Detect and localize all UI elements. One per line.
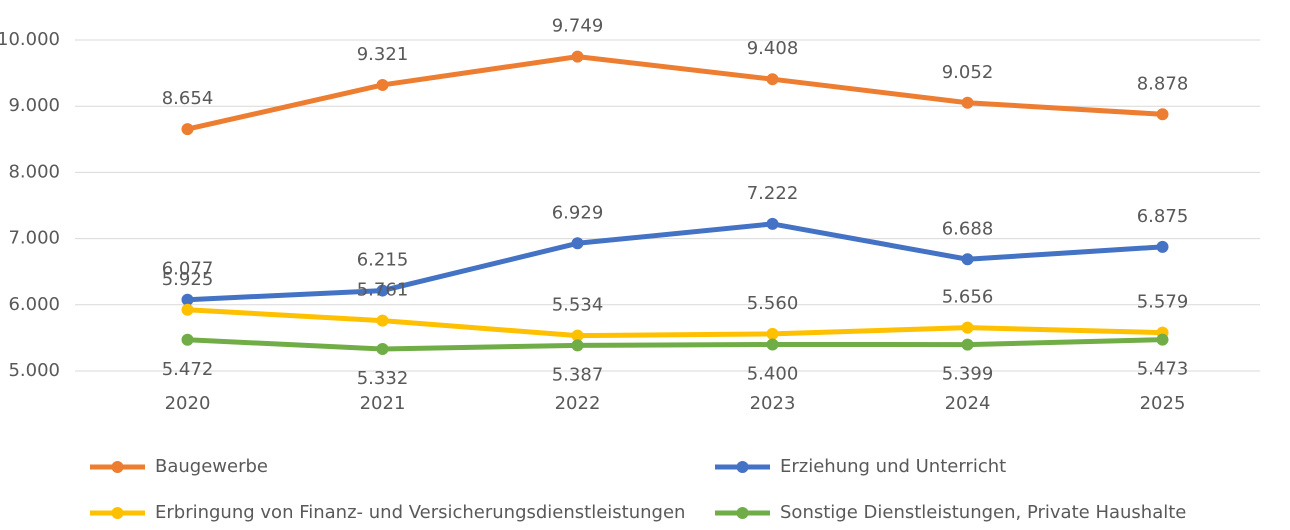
data-point: [961, 96, 974, 109]
series-line: [187, 221, 1163, 303]
data-label: 8.654: [162, 88, 214, 109]
data-label: 6.077: [162, 259, 214, 280]
data-label: 5.560: [747, 293, 799, 314]
data-label: 8.878: [1137, 73, 1189, 94]
x-tick-label: 2021: [360, 393, 406, 414]
data-point: [1156, 240, 1169, 253]
legend-label: Baugewerbe: [155, 456, 268, 477]
data-point: [181, 333, 194, 346]
data-point: [766, 217, 779, 230]
data-point: [766, 338, 779, 351]
legend-marker: [736, 461, 749, 473]
data-label: 5.472: [162, 359, 214, 380]
data-point: [181, 293, 194, 306]
data-point: [571, 329, 584, 342]
data-label: 9.408: [747, 38, 799, 59]
x-tick-label: 2022: [555, 393, 601, 414]
legend-marker: [111, 461, 124, 473]
data-label: 5.332: [357, 368, 409, 389]
data-point: [181, 303, 194, 316]
data-label: 6.215: [357, 250, 409, 271]
data-label: 6.929: [552, 202, 604, 223]
data-point: [376, 343, 389, 356]
data-label: 9.321: [357, 44, 409, 65]
data-point: [1156, 333, 1169, 346]
data-point: [376, 284, 389, 297]
series-line: [187, 307, 1163, 339]
data-point: [1156, 108, 1169, 121]
legend-label: Erziehung und Unterricht: [780, 456, 1006, 477]
data-point: [181, 123, 194, 136]
y-tick-label: 7.000: [8, 228, 60, 249]
y-tick-label: 10.000: [0, 29, 60, 50]
series-line: [187, 337, 1163, 352]
legend-marker: [111, 507, 124, 519]
data-label: 5.534: [552, 295, 604, 316]
y-tick-label: 5.000: [8, 360, 60, 381]
data-label: 6.688: [942, 218, 994, 239]
data-label: 5.656: [942, 287, 994, 308]
data-label: 9.052: [942, 62, 994, 83]
data-label: 5.473: [1137, 359, 1189, 380]
series-line: [186, 54, 1163, 132]
data-point: [376, 314, 389, 327]
data-point: [766, 73, 779, 86]
legend-label: Erbringung von Finanz- und Versicherungs…: [155, 502, 685, 523]
data-point: [961, 253, 974, 266]
y-tick-label: 9.000: [8, 95, 60, 116]
data-label: 5.400: [747, 364, 799, 385]
data-point: [376, 78, 389, 91]
data-label: 5.579: [1137, 292, 1189, 313]
x-tick-label: 2023: [750, 393, 796, 414]
legend-label: Sonstige Dienstleistungen, Private Haush…: [780, 502, 1186, 523]
y-tick-label: 6.000: [8, 294, 60, 315]
data-point: [571, 237, 584, 250]
x-tick-label: 2024: [945, 393, 991, 414]
data-point: [571, 339, 584, 352]
data-point: [766, 327, 779, 340]
legend-marker: [736, 507, 749, 519]
data-point: [571, 50, 584, 63]
data-point: [961, 321, 974, 334]
data-label: 5.925: [162, 269, 214, 290]
x-tick-label: 2025: [1140, 393, 1186, 414]
y-tick-label: 8.000: [8, 161, 60, 182]
data-label: 5.387: [552, 364, 604, 385]
data-label: 5.399: [942, 364, 994, 385]
data-label: 9.749: [552, 16, 604, 37]
data-label: 6.875: [1137, 206, 1189, 227]
data-label: 7.222: [747, 183, 799, 204]
data-point: [961, 338, 974, 351]
data-label: 5.761: [357, 280, 409, 301]
x-tick-label: 2020: [165, 393, 211, 414]
